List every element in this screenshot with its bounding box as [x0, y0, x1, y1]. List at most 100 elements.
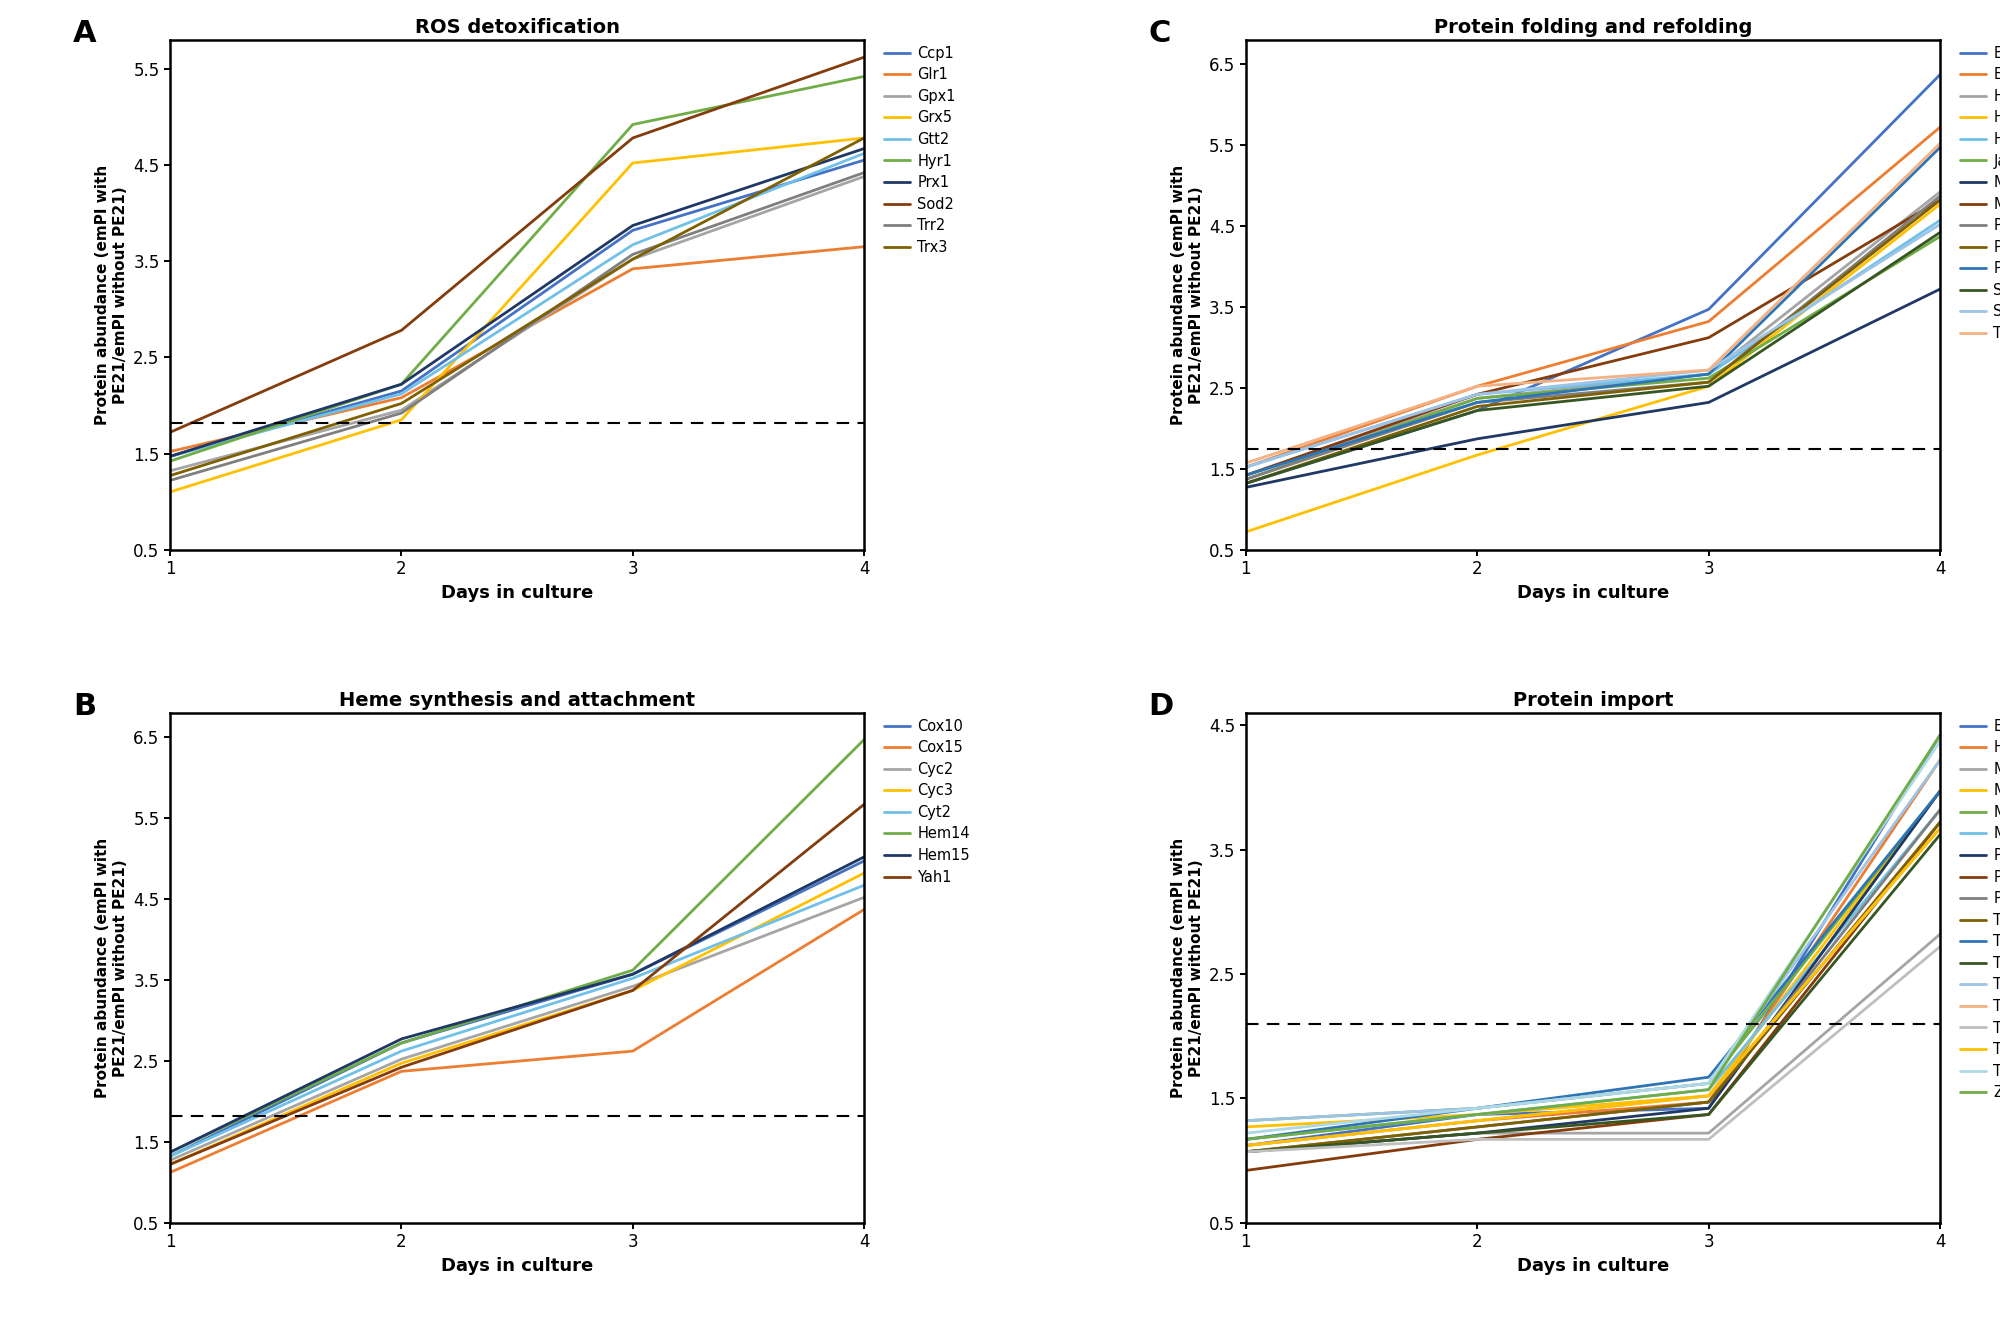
- Zim17: [1928, 727, 1952, 743]
- Line: Pam16: Pam16: [1246, 791, 1940, 1152]
- Title: ROS detoxification: ROS detoxification: [414, 17, 620, 37]
- Tim44: [1234, 1112, 1258, 1128]
- Line: Glr1: Glr1: [170, 247, 864, 452]
- Tom7: [1928, 820, 1952, 836]
- Ssc1: [1466, 403, 1490, 419]
- Line: Trx3: Trx3: [170, 138, 864, 476]
- Line: Pam17: Pam17: [1246, 823, 1940, 1171]
- Mic60: [1234, 1131, 1258, 1147]
- Mia40: [1234, 1112, 1258, 1128]
- Line: Tom20: Tom20: [1246, 946, 1940, 1152]
- Pam18: [1928, 801, 1952, 817]
- Ecm10: [1234, 460, 1258, 476]
- Phb1: [1696, 375, 1720, 391]
- Cox10: [620, 966, 644, 982]
- Y-axis label: Protein abundance (emPI with
PE21/emPI without PE21): Protein abundance (emPI with PE21/emPI w…: [96, 165, 128, 425]
- Text: D: D: [1148, 692, 1174, 722]
- Hem14: [620, 962, 644, 978]
- Tom40: [1928, 734, 1952, 750]
- Hsp60: [1466, 447, 1490, 462]
- Line: Sod2: Sod2: [170, 57, 864, 432]
- Glr1: [620, 260, 644, 276]
- Yah1: [852, 796, 876, 812]
- Mdj1: [1696, 395, 1720, 411]
- Glr1: [390, 389, 414, 405]
- Pam18: [1466, 1119, 1490, 1135]
- Cyc2: [390, 1051, 414, 1067]
- Erv1: [1234, 1138, 1258, 1154]
- Pim1: [1928, 140, 1952, 155]
- Line: Jac1: Jac1: [1246, 237, 1940, 480]
- Jac1: [1234, 472, 1258, 488]
- Phb2: [1928, 193, 1952, 209]
- Bcs1: [1234, 476, 1258, 492]
- Mdj2: [1928, 926, 1952, 942]
- Trx3: [158, 468, 182, 484]
- Line: Hem14: Hem14: [170, 739, 864, 1152]
- Tom40: [1466, 1100, 1490, 1116]
- Hsp10: [1696, 365, 1720, 381]
- Mdj2: [1696, 1126, 1720, 1142]
- Text: B: B: [72, 692, 96, 722]
- Y-axis label: Protein abundance (emPI with
PE21/emPI without PE21): Protein abundance (emPI with PE21/emPI w…: [96, 837, 128, 1098]
- Line: Gtt2: Gtt2: [170, 153, 864, 456]
- Mge1: [1466, 387, 1490, 403]
- Cyc3: [620, 982, 644, 998]
- Line: Tim17: Tim17: [1246, 823, 1940, 1152]
- Hyr1: [852, 69, 876, 85]
- Mdj1: [1466, 431, 1490, 447]
- X-axis label: Days in culture: Days in culture: [1516, 1257, 1670, 1275]
- Mic60: [1466, 1107, 1490, 1123]
- Tom7: [1466, 1112, 1490, 1128]
- Tim17: [1696, 1094, 1720, 1110]
- Jac1: [1928, 229, 1952, 245]
- Line: Hem15: Hem15: [170, 857, 864, 1152]
- Text: A: A: [72, 20, 96, 48]
- Gtt2: [390, 385, 414, 401]
- Yah1: [620, 982, 644, 998]
- Hem14: [390, 1035, 414, 1051]
- Mdj1: [1234, 480, 1258, 496]
- Hem14: [852, 731, 876, 747]
- Ccp1: [158, 448, 182, 464]
- Tom20: [1696, 1131, 1720, 1147]
- Prx1: [620, 218, 644, 234]
- Yah1: [390, 1059, 414, 1075]
- Gpx1: [158, 462, 182, 478]
- Line: Hot13: Hot13: [1246, 760, 1940, 1146]
- Hsp60: [1928, 197, 1952, 213]
- Legend: Bcs1, Ecm10, Hsp10, Hsp60, Hsp78, Jac1, Mdj1, Mge1, Phb1, Phb2, Pim1, Ssc1, Ssq1: Bcs1, Ecm10, Hsp10, Hsp60, Hsp78, Jac1, …: [1954, 40, 2000, 347]
- Mdj1: [1928, 282, 1952, 298]
- Line: Mia40: Mia40: [1246, 791, 1940, 1120]
- Line: Tim44: Tim44: [1246, 760, 1940, 1120]
- Tom7: [1234, 1138, 1258, 1154]
- Glr1: [852, 239, 876, 255]
- Line: Yah1: Yah1: [170, 804, 864, 1164]
- Trx3: [390, 396, 414, 412]
- Line: Mgr2: Mgr2: [1246, 791, 1940, 1127]
- Hyr1: [620, 117, 644, 133]
- Line: Tom40: Tom40: [1246, 742, 1940, 1134]
- Ecm10: [1466, 379, 1490, 395]
- Title: Protein import: Protein import: [1512, 691, 1674, 710]
- Pam17: [1466, 1131, 1490, 1147]
- Mge1: [1928, 193, 1952, 209]
- Line: Ssq1: Ssq1: [1246, 225, 1940, 468]
- Tcm62: [1928, 136, 1952, 152]
- Gpx1: [620, 251, 644, 267]
- Prx1: [390, 376, 414, 392]
- Hot13: [1928, 752, 1952, 768]
- Grx5: [620, 155, 644, 171]
- Phb1: [1928, 189, 1952, 205]
- Y-axis label: Protein abundance (emPI with
PE21/emPI without PE21): Protein abundance (emPI with PE21/emPI w…: [1172, 837, 1204, 1098]
- Cox10: [852, 853, 876, 869]
- Hot13: [1466, 1112, 1490, 1128]
- Trr2: [620, 246, 644, 262]
- Cyc3: [852, 865, 876, 881]
- Text: C: C: [1148, 20, 1172, 48]
- X-axis label: Days in culture: Days in culture: [440, 1257, 594, 1275]
- Pam17: [1234, 1163, 1258, 1179]
- Line: Phb2: Phb2: [1246, 201, 1940, 484]
- Hsp78: [1466, 387, 1490, 403]
- Zim17: [1696, 1082, 1720, 1098]
